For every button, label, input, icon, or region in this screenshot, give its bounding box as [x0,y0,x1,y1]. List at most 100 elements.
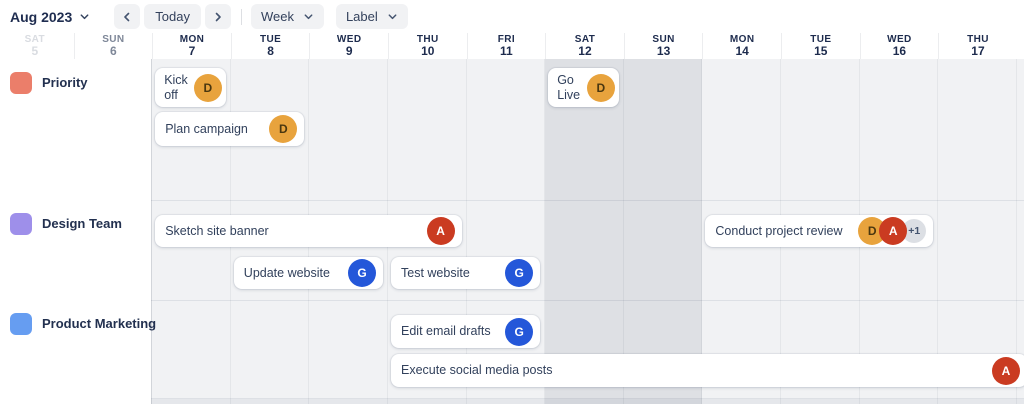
avatar-stack: G [505,259,534,287]
avatar: D [269,115,298,143]
cards-layer: Kick off D Plan campaign D Go Live D Sketch si… [0,33,1024,404]
groups-sidebar: Priority Design Team Product Marketing [0,59,156,404]
day-number: 8 [267,44,274,59]
calendar-grid: SAT 5 SUN 6 MON 7 TUE 8 WED 9 THU 10 FRI 11 SAT 12 SUN 13… [0,33,1024,404]
card-title: Test website [401,265,470,280]
row-divider [0,398,1024,399]
chevron-down-icon [303,11,314,22]
day-number: 7 [188,44,196,59]
day-number: 12 [578,44,592,59]
avatar: A [879,217,908,245]
group-label: Design Team [42,216,122,231]
day-name: TUE [810,33,832,45]
day-name: TUE [259,33,282,45]
group-color-swatch [10,313,32,335]
card-title: Update website [243,265,330,280]
day-name: THU [416,33,439,45]
day-header: THU 10 [388,33,467,59]
card[interactable]: Kick off D [155,68,226,107]
card[interactable]: Execute social media posts A [391,354,1024,387]
card[interactable]: Update website G [233,257,383,289]
day-number: 11 [500,44,513,59]
chevron-down-icon [79,11,90,22]
card[interactable]: Plan campaign D [155,112,305,146]
day-number: 5 [31,44,39,59]
avatar-stack: A [426,217,455,245]
avatar: D [586,73,615,102]
day-number: 14 [735,44,749,59]
group-row-marketing[interactable]: Product Marketing [0,300,156,348]
next-week-button[interactable] [204,4,231,29]
card[interactable]: Conduct project review D A +1 [705,215,934,247]
day-name: THU [967,33,989,45]
avatar-stack: D [269,115,298,143]
month-label: Aug 2023 [10,8,73,25]
day-column [623,59,703,404]
day-number: 16 [892,44,907,59]
avatar-stack: D [586,73,615,102]
day-number: 9 [345,44,353,59]
day-header: SUN 6 [73,33,153,59]
day-header: TUE 8 [230,33,310,59]
card-title: Go Live [557,72,581,102]
day-name: SAT [24,33,46,45]
card-title: Kick off [164,72,188,102]
day-number: 13 [656,44,671,59]
day-name: SAT [574,33,596,45]
day-header: WED 9 [309,33,388,59]
view-mode-dropdown[interactable]: Week [250,4,324,29]
row-divider [0,200,1024,201]
group-row-priority[interactable]: Priority [0,59,151,107]
card-title: Conduct project review [715,223,843,238]
prev-week-button[interactable] [114,4,141,29]
chevron-down-icon [387,11,398,22]
day-name: WED [887,33,912,45]
day-number: 17 [971,44,985,59]
day-column [1016,59,1024,404]
group-by-dropdown[interactable]: Label [335,4,408,29]
card[interactable]: Go Live D [548,68,619,107]
month-selector[interactable]: Aug 2023 [10,9,90,25]
day-name: SUN [652,33,675,45]
today-button[interactable]: Today [144,4,201,29]
group-color-swatch [10,213,32,235]
card-title: Edit email drafts [401,324,491,338]
day-header: MON 7 [152,33,231,59]
chevron-left-icon [121,11,133,23]
day-name: MON [179,33,205,45]
view-mode-label: Week [260,9,294,24]
group-color-swatch [10,72,32,94]
day-header: SAT 12 [545,33,624,59]
day-column [938,59,1017,404]
day-column [466,59,546,404]
day-name: SUN [102,33,125,45]
day-column [545,59,624,404]
day-number: 6 [110,44,117,59]
day-header: MON 14 [702,33,781,59]
card[interactable]: Edit email drafts G [391,315,541,348]
avatar: A [426,217,455,245]
card[interactable]: Sketch site banner A [155,215,462,247]
day-header: SAT 5 [0,33,74,59]
avatar-stack: D A +1 [858,217,927,245]
avatar-stack: D [193,73,222,102]
avatar: D [193,73,222,102]
day-header: WED 16 [859,33,939,59]
group-by-label: Label [345,9,378,24]
card-title: Sketch site banner [165,223,269,238]
toolbar: Aug 2023 Today Week Label [0,0,1024,33]
day-name: FRI [497,33,516,45]
day-number: 15 [814,44,828,59]
avatar: G [505,317,534,346]
avatar-stack: G [505,317,534,346]
chevron-right-icon [212,11,224,23]
avatar: G [347,259,376,287]
group-row-design[interactable]: Design Team [0,200,151,248]
card[interactable]: Test website G [391,257,541,289]
group-label: Product Marketing [42,316,157,331]
day-header: TUE 15 [781,33,860,59]
day-header: THU 17 [938,33,1017,59]
next-row-edge [0,399,1024,404]
day-number: 10 [421,44,435,59]
